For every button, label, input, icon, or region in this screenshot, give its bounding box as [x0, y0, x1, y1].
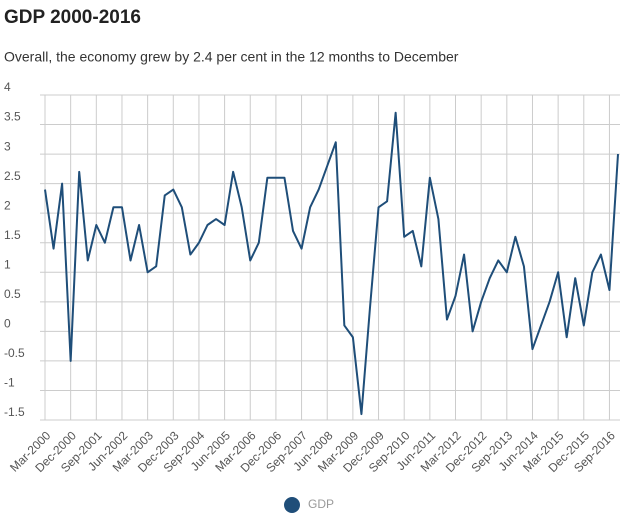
y-tick-label: 4: [4, 80, 11, 94]
legend-marker: [284, 497, 300, 513]
y-tick-label: 1: [4, 257, 11, 271]
y-tick-label: 2.5: [4, 169, 21, 183]
legend-label: GDP: [308, 497, 334, 511]
y-tick-label: 2: [4, 198, 11, 212]
y-tick-label: 0: [4, 317, 11, 331]
chart-title: GDP 2000-2016: [4, 7, 141, 28]
y-tick-label: -1: [4, 376, 15, 390]
y-tick-label: 0.5: [4, 287, 21, 301]
y-tick-label: -0.5: [4, 346, 25, 360]
y-tick-label: 3: [4, 139, 11, 153]
y-tick-label: -1.5: [4, 405, 25, 419]
y-tick-label: 1.5: [4, 228, 21, 242]
line: [44, 111, 619, 416]
y-tick-label: 3.5: [4, 110, 21, 124]
chart-subtitle: Overall, the economy grew by 2.4 per cen…: [4, 49, 459, 65]
